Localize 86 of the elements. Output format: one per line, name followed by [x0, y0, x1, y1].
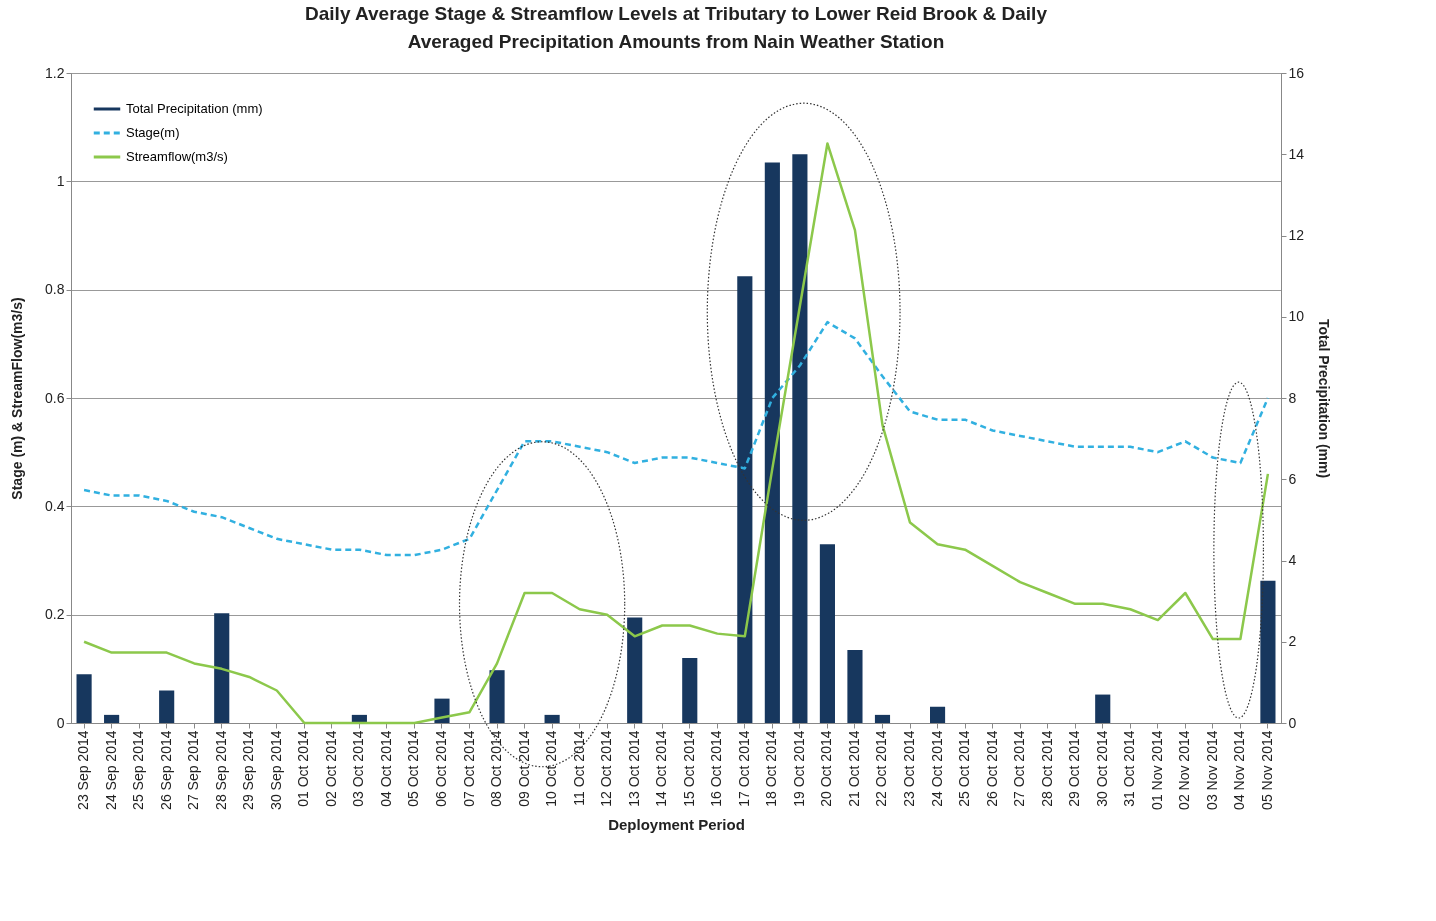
y2-tick-label: 12	[1288, 227, 1305, 243]
x-tick-label: 01 Oct 2014	[295, 730, 312, 807]
bar	[159, 690, 175, 723]
y-axis-title: Stage (m) & StreamFlow(m3/s)	[9, 297, 26, 500]
y2-tick-label: 8	[1288, 389, 1297, 406]
x-tick-label: 27 Oct 2014	[1011, 730, 1028, 807]
x-tick-label: 06 Oct 2014	[432, 730, 449, 807]
x-tick-label: 24 Sep 2014	[102, 730, 119, 810]
x-tick-label: 28 Oct 2014	[1038, 730, 1055, 807]
x-tick-label: 19 Oct 2014	[790, 730, 807, 807]
x-tick-label: 09 Oct 2014	[515, 730, 532, 807]
x-tick-label: 18 Oct 2014	[763, 730, 780, 807]
x-tick-label: 05 Nov 2014	[1258, 730, 1275, 810]
bar	[929, 706, 946, 723]
x-tick-label: 25 Oct 2014	[956, 730, 973, 807]
x-tick-label: 29 Oct 2014	[1066, 730, 1083, 807]
y2-tick-label: 0	[1288, 714, 1297, 731]
x-tick-label: 02 Nov 2014	[1176, 730, 1193, 810]
bar	[489, 670, 505, 723]
x-tick-label: 07 Oct 2014	[460, 730, 477, 807]
line-series	[82, 142, 1270, 725]
x-tick-label: 01 Nov 2014	[1148, 730, 1165, 810]
x-tick-label: 15 Oct 2014	[680, 730, 697, 807]
bar	[544, 714, 560, 723]
y2-axis-title: Total Precipitation (mm)	[1316, 318, 1333, 479]
bar	[214, 613, 230, 723]
x-tick-label: 16 Oct 2014	[708, 730, 725, 807]
x-tick-label: 25 Sep 2014	[130, 730, 147, 810]
x-tick-label: 30 Oct 2014	[1093, 730, 1110, 807]
x-tick-label: 27 Sep 2014	[185, 730, 202, 810]
x-tick-label: 17 Oct 2014	[735, 730, 752, 807]
chart-title: Daily Average Stage & Streamflow Levels at Tributary to Lower Reid Brook & Daily Averaged Precipitation Amounts from Nain Weather Station	[305, 3, 1048, 52]
x-tick-label: 23 Oct 2014	[901, 730, 918, 807]
y2-tick-label: 2	[1288, 633, 1297, 650]
x-tick-label: 08 Oct 2014	[488, 730, 505, 807]
x-tick-label: 22 Oct 2014	[873, 730, 890, 807]
y-tick-label: 0.2	[45, 606, 65, 623]
x-tick-label: 11 Oct 2014	[570, 730, 587, 806]
y-tick-label: 0.4	[45, 497, 65, 514]
bar	[792, 154, 808, 723]
x-tick-label: 03 Nov 2014	[1203, 730, 1220, 810]
x-tick-label: 23 Sep 2014	[75, 730, 92, 810]
x-tick-label: 04 Nov 2014	[1231, 730, 1248, 810]
legend-label: Total Precipitation (mm)	[126, 101, 263, 116]
y-tick-label: 1	[56, 172, 65, 189]
legend-label: Stage(m)	[126, 125, 180, 140]
x-tick-label: 26 Oct 2014	[983, 730, 1000, 807]
bar	[76, 674, 92, 723]
bar	[682, 658, 698, 723]
y-tick-label: 1.2	[45, 64, 65, 81]
y2-tick-label: 14	[1288, 145, 1305, 162]
x-tick-label: 28 Sep 2014	[212, 730, 229, 810]
y-tick-label: 0.6	[45, 389, 65, 406]
line-series	[82, 320, 1270, 557]
y2-tick-label: 10	[1288, 308, 1305, 325]
x-tick-label: 13 Oct 2014	[625, 730, 642, 807]
x-tick-label: 04 Oct 2014	[377, 730, 394, 807]
y-tick-label: 0.8	[45, 281, 65, 298]
y2-tick-label: 4	[1288, 552, 1297, 568]
bar	[737, 276, 753, 723]
y-tick-label: 0	[56, 714, 65, 731]
bar	[104, 714, 120, 723]
x-tick-label: 20 Oct 2014	[818, 730, 835, 807]
x-tick-label: 29 Sep 2014	[240, 730, 257, 810]
x-tick-label: 12 Oct 2014	[598, 730, 615, 807]
bar	[627, 617, 643, 723]
x-tick-label: 21 Oct 2014	[845, 730, 862, 807]
bar	[819, 544, 835, 723]
x-tick-label: 26 Sep 2014	[157, 730, 174, 810]
x-tick-label: 10 Oct 2014	[543, 730, 560, 807]
bar	[847, 649, 863, 723]
x-tick-label: 05 Oct 2014	[405, 730, 422, 807]
y2-tick-label: 6	[1288, 470, 1297, 487]
x-tick-label: 24 Oct 2014	[928, 730, 945, 807]
y2-tick-label: 16	[1288, 64, 1305, 81]
legend-label: Streamflow(m3/s)	[126, 149, 228, 164]
x-tick-label: 30 Sep 2014	[267, 730, 284, 810]
bar	[764, 162, 780, 723]
x-axis-title: Deployment Period	[608, 815, 745, 833]
bar	[874, 714, 891, 723]
x-tick-label: 02 Oct 2014	[322, 730, 339, 807]
bar	[1260, 580, 1276, 723]
x-tick-label: 03 Oct 2014	[350, 730, 367, 807]
x-tick-label: 31 Oct 2014	[1121, 730, 1138, 807]
x-tick-label: 14 Oct 2014	[653, 730, 670, 807]
bar	[1095, 694, 1111, 723]
